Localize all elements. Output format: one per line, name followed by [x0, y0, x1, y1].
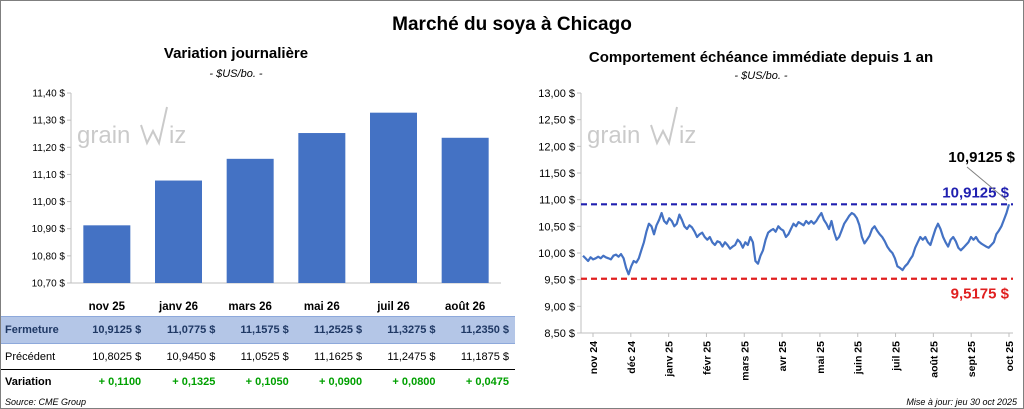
- right-x-tick-label: sept 25: [966, 341, 978, 377]
- table-row: Fermeture 10,9125 $11,0775 $11,1575 $11,2…: [1, 316, 515, 344]
- bar-4: [370, 112, 417, 283]
- table-cell: + 0,0800: [392, 376, 436, 388]
- table-row: Précédent 10,8025 $10,9450 $11,0525 $11,1…: [1, 343, 515, 370]
- page-title: Marché du soya à Chicago: [392, 14, 632, 35]
- left-y-tick-label: 11,20 $: [32, 143, 65, 154]
- high-line-label: 10,9125 $: [942, 184, 1009, 201]
- table-cell: 11,0525 $: [221, 343, 295, 370]
- right-x-tick-label: mai 25: [815, 341, 827, 374]
- bar-1: [155, 180, 202, 283]
- right-x-tick-label: juin 25: [853, 341, 865, 375]
- callout-leader: [966, 166, 1008, 201]
- left-y-tick-label: 11,00 $: [32, 197, 65, 208]
- source-note: Source: CME Group: [5, 397, 87, 407]
- table-cell: + 0,1325: [172, 376, 216, 388]
- table-cell: 11,0775 $: [147, 316, 222, 344]
- right-y-tick-label: 12,50 $: [538, 115, 575, 127]
- right-chart-unit: - $US/bo. -: [734, 70, 788, 82]
- table-cell: + 0,0475: [465, 376, 509, 388]
- row-label: Fermeture: [1, 316, 73, 344]
- table-cell: + 0,1100: [98, 376, 142, 388]
- table-cell: 10,9450 $: [147, 343, 222, 370]
- left-chart-unit: - $US/bo. -: [209, 68, 263, 80]
- right-chart-title: Comportement échéance immédiate depuis 1…: [588, 49, 934, 66]
- right-x-tick-label: janv 25: [664, 341, 676, 378]
- right-y-tick-label: 11,50 $: [539, 168, 575, 180]
- right-y-tick-label: 11,00 $: [539, 195, 575, 207]
- daily-variation-bar-chart: grain iz 10,70 $ 10,80 $ 10,90 $ 11,00 $ 11,10…: [32, 89, 501, 313]
- left-x-tick-label: janv 26: [158, 301, 198, 313]
- table-row: Variation + 0,1100 + 0,1325 + 0,1050 + 0,090…: [1, 370, 515, 395]
- left-y-tick-label: 11,10 $: [32, 170, 65, 181]
- left-x-tick-label: juil 26: [376, 301, 410, 313]
- left-watermark-text-right: iz: [169, 122, 186, 149]
- right-watermark: grain iz: [587, 106, 696, 149]
- left-y-tick-label: 10,80 $: [32, 251, 66, 262]
- callout-label: 10,9125 $: [948, 149, 1015, 166]
- table-cell: + 0,0900: [319, 376, 363, 388]
- right-watermark-mark: [650, 106, 678, 146]
- right-y-tick-label: 12,00 $: [538, 141, 575, 153]
- right-y-tick-label: 10,00 $: [538, 248, 575, 260]
- left-watermark-text-left: grain: [77, 122, 130, 149]
- right-x-tick-label: nov 24: [588, 341, 600, 374]
- left-watermark-mark: [140, 106, 168, 146]
- left-watermark: grain iz: [77, 106, 186, 149]
- table-cell: 11,1875 $: [441, 343, 515, 370]
- right-watermark-text-left: grain: [587, 122, 640, 149]
- right-x-tick-label: juil 25: [891, 341, 903, 372]
- left-x-tick-label: mai 26: [304, 301, 340, 313]
- table-cell: 11,1625 $: [294, 343, 369, 370]
- left-y-tick-label: 11,40 $: [32, 89, 65, 100]
- bar-5: [441, 137, 489, 283]
- bar-0: [83, 225, 131, 283]
- right-y-tick-label: 10,50 $: [538, 221, 575, 233]
- table-cell: 11,2525 $: [294, 316, 369, 344]
- left-y-tick-label: 10,90 $: [32, 224, 66, 235]
- row-label: Variation: [5, 376, 52, 388]
- price-table: Fermeture 10,9125 $11,0775 $11,1575 $11,2…: [1, 316, 515, 394]
- right-y-tick-label: 9,50 $: [544, 275, 575, 287]
- right-x-tick-label: mars 25: [739, 341, 751, 381]
- right-y-tick-label: 9,00 $: [544, 301, 575, 313]
- table-cell: 11,1575 $: [221, 316, 295, 344]
- right-x-tick-label: févr 25: [701, 341, 713, 375]
- right-y-tick-label: 8,50 $: [544, 328, 575, 340]
- right-x-tick-label: oct 25: [1004, 341, 1016, 372]
- bar-2: [226, 158, 274, 283]
- left-y-tick-label: 11,30 $: [32, 116, 65, 127]
- table-cell: 11,2475 $: [368, 343, 442, 370]
- right-x-tick-label: déc 24: [626, 341, 638, 374]
- left-y-tick-label: 10,70 $: [32, 279, 66, 290]
- price-line: [582, 203, 1011, 276]
- table-cell: 10,9125 $: [73, 316, 148, 344]
- right-x-tick-label: avr 25: [777, 341, 789, 372]
- left-x-tick-label: août 26: [445, 301, 485, 313]
- left-x-tick-label: nov 25: [89, 301, 126, 313]
- right-watermark-text-right: iz: [679, 122, 696, 149]
- table-cell: 11,3275 $: [368, 316, 442, 344]
- update-note: Mise à jour: jeu 30 oct 2025: [906, 397, 1017, 407]
- table-cell: 10,8025 $: [73, 343, 148, 370]
- left-x-tick-label: mars 26: [228, 301, 271, 313]
- bar-3: [298, 133, 346, 283]
- table-cell: 11,2350 $: [441, 316, 515, 344]
- right-x-tick-label: août 25: [928, 341, 940, 378]
- front-month-line-chart: grain iz 8,50 $ 9,00 $ 9,50 $ 10,00 $ 10,50 $ 1…: [538, 88, 1016, 381]
- row-label: Précédent: [1, 343, 73, 370]
- right-y-tick-label: 13,00 $: [538, 88, 575, 100]
- left-chart-title: Variation journalière: [163, 45, 309, 62]
- table-cell: + 0,1050: [245, 376, 289, 388]
- low-line-label: 9,5175 $: [951, 286, 1010, 303]
